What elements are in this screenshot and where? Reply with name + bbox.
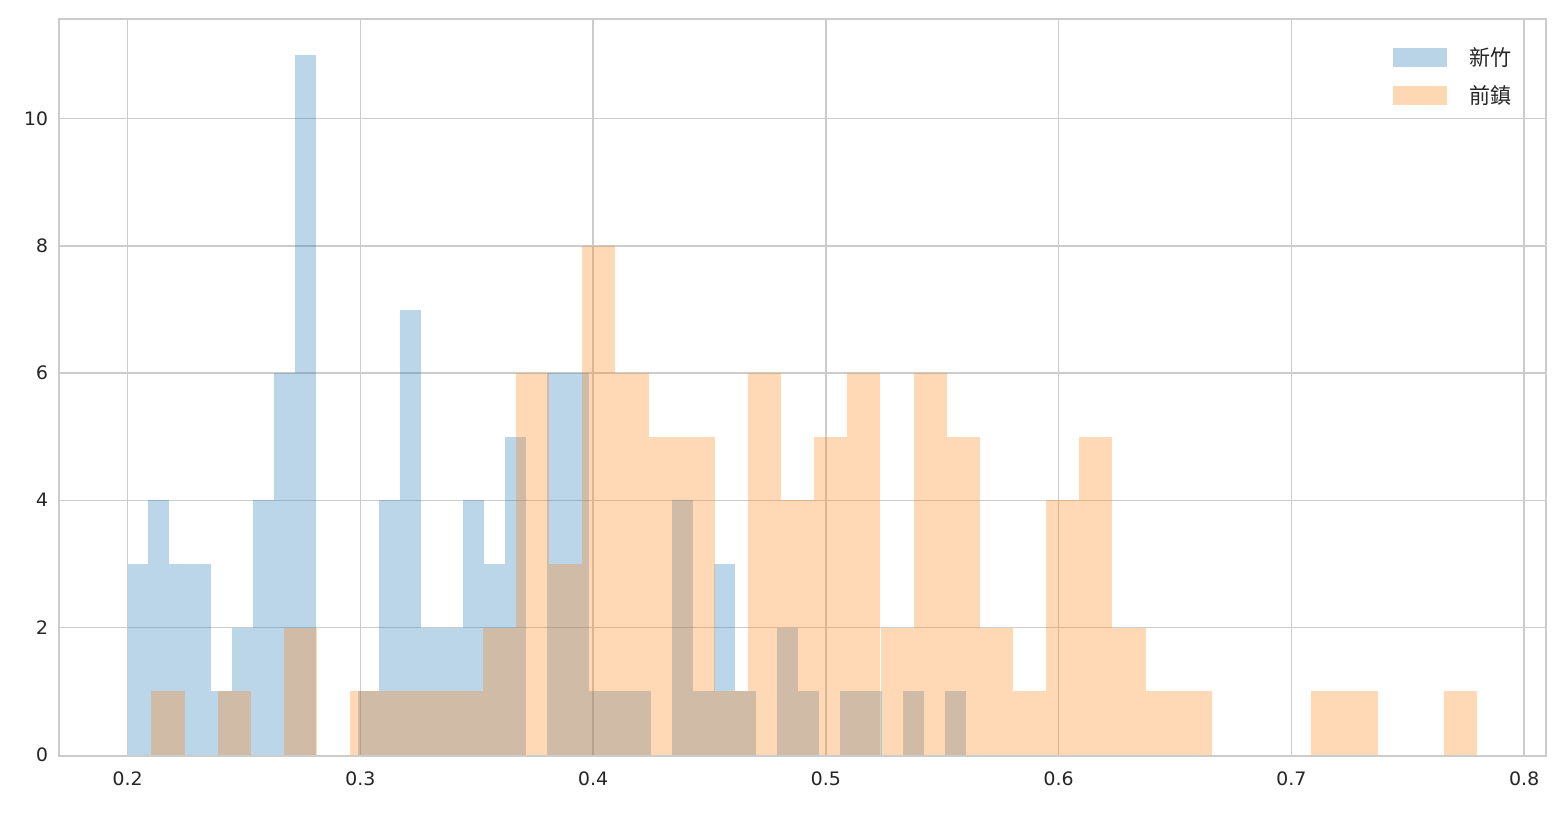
bar-qianzhen — [1311, 691, 1345, 755]
bar-hsinchu — [777, 627, 799, 755]
x-tick-label: 0.5 — [810, 768, 841, 790]
bar-qianzhen — [781, 500, 815, 755]
bar-hsinchu — [903, 691, 924, 755]
bar-hsinchu — [567, 373, 589, 755]
bar-hsinchu — [211, 691, 233, 755]
bar-hsinchu — [379, 500, 400, 755]
bar-hsinchu — [861, 691, 883, 755]
bar-qianzhen — [1079, 436, 1113, 755]
bar-qianzhen — [1046, 500, 1080, 755]
bar-qianzhen — [979, 627, 1014, 755]
y-tick-label: 4 — [35, 489, 48, 512]
bar-hsinchu — [420, 627, 442, 755]
bar-hsinchu — [169, 564, 191, 755]
bar-hsinchu — [358, 691, 379, 755]
bar-hsinchu — [944, 691, 966, 755]
bar-qianzhen — [847, 373, 881, 755]
legend-label: 前鎮 — [1469, 84, 1511, 108]
bar-qianzhen — [284, 627, 318, 755]
bar-hsinchu — [609, 691, 631, 755]
gridline-vertical — [126, 20, 129, 755]
bar-hsinchu — [735, 691, 757, 755]
bar-qianzhen — [350, 691, 384, 755]
bar-hsinchu — [546, 373, 568, 755]
bar-hsinchu — [672, 500, 694, 755]
bar-qianzhen — [1443, 691, 1477, 755]
bar-hsinchu — [190, 564, 212, 755]
gridline-horizontal — [60, 372, 1545, 374]
bar-qianzhen — [151, 691, 185, 755]
x-tick-label: 0.6 — [1043, 768, 1074, 790]
bar-qianzhen — [880, 627, 914, 755]
bar-hsinchu — [274, 373, 296, 755]
legend: 新竹 前鎮 — [1393, 38, 1511, 114]
bar-qianzhen — [1145, 691, 1179, 755]
legend-label: 新竹 — [1469, 46, 1511, 70]
x-tick-label: 0.4 — [577, 768, 609, 790]
bar-qianzhen — [913, 373, 947, 755]
bar-hsinchu — [127, 564, 149, 755]
bar-hsinchu — [630, 691, 652, 755]
gridline-horizontal — [60, 499, 1545, 502]
y-tick-label: 0 — [35, 744, 48, 766]
bar-qianzhen — [814, 436, 848, 755]
y-tick-label: 6 — [35, 362, 48, 385]
bar-hsinchu — [399, 309, 421, 755]
plot-area — [58, 18, 1547, 757]
bar-hsinchu — [798, 691, 820, 755]
gridline-vertical — [825, 20, 827, 755]
bar-qianzhen — [648, 436, 682, 755]
legend-item-hsinchu: 新竹 — [1393, 38, 1511, 76]
bar-qianzhen — [1344, 691, 1378, 755]
bar-qianzhen — [515, 373, 550, 755]
x-tick-label: 0.3 — [345, 768, 376, 790]
bar-hsinchu — [504, 436, 526, 755]
bar-qianzhen — [615, 373, 649, 755]
bar-hsinchu — [253, 500, 275, 755]
gridline-vertical — [592, 20, 594, 755]
bar-hsinchu — [462, 500, 484, 755]
bar-hsinchu — [232, 627, 254, 755]
bar-hsinchu — [148, 500, 170, 755]
bar-qianzhen — [416, 691, 450, 755]
bar-hsinchu — [295, 55, 317, 755]
bar-qianzhen — [217, 691, 251, 755]
bar-qianzhen — [714, 691, 748, 755]
bar-qianzhen — [582, 245, 616, 755]
gridline-vertical — [1290, 20, 1293, 755]
bar-qianzhen — [482, 627, 516, 755]
bar-qianzhen — [747, 373, 782, 755]
gridline-vertical — [1057, 20, 1060, 755]
bar-qianzhen — [1178, 691, 1212, 755]
gridline-horizontal — [60, 626, 1545, 629]
bar-hsinchu — [693, 691, 715, 755]
bar-qianzhen — [383, 691, 417, 755]
bar-qianzhen — [946, 436, 980, 755]
gridline-horizontal — [60, 117, 1545, 120]
gridline-horizontal — [60, 245, 1545, 247]
bar-hsinchu — [714, 564, 736, 755]
bar-hsinchu — [588, 691, 610, 755]
bar-qianzhen — [549, 564, 583, 755]
x-tick-label: 0.2 — [112, 768, 143, 790]
gridline-vertical — [1523, 20, 1525, 755]
x-tick-label: 0.7 — [1276, 768, 1307, 790]
bar-qianzhen — [681, 436, 715, 755]
bar-hsinchu — [483, 564, 505, 755]
gridline-vertical — [359, 20, 361, 755]
x-tick-label: 0.8 — [1508, 768, 1540, 790]
legend-swatch-qianzhen — [1393, 85, 1447, 105]
y-tick-label: 8 — [35, 234, 48, 257]
y-tick-label: 2 — [35, 616, 48, 639]
bar-hsinchu — [441, 627, 463, 755]
bar-qianzhen — [449, 691, 483, 755]
bar-qianzhen — [1013, 691, 1047, 755]
legend-item-qianzhen: 前鎮 — [1393, 76, 1511, 114]
bar-hsinchu — [840, 691, 862, 755]
legend-swatch-hsinchu — [1393, 47, 1447, 67]
y-tick-label: 10 — [23, 107, 48, 130]
bar-qianzhen — [1112, 627, 1146, 755]
